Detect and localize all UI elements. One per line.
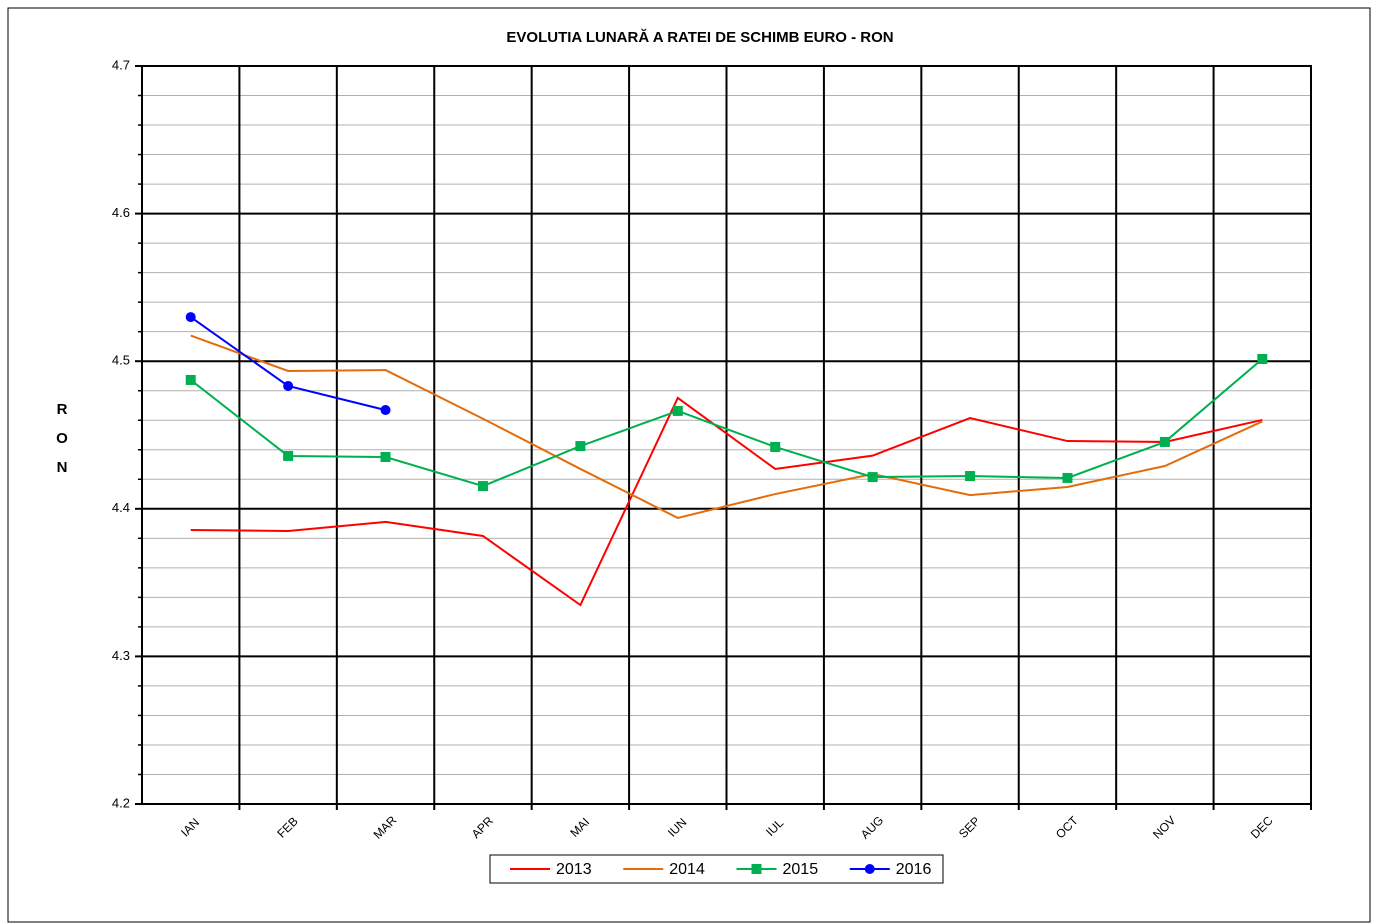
data-point <box>1062 472 1073 483</box>
data-point <box>1257 353 1268 364</box>
data-point <box>185 374 196 385</box>
chart-title: EVOLUTIA LUNARĂ A RATEI DE SCHIMB EURO -… <box>506 29 893 46</box>
y-tick-label: 4.5 <box>112 353 130 368</box>
y-tick-label: 4.7 <box>112 57 130 72</box>
legend-marker <box>864 864 875 874</box>
series-line <box>190 334 1263 520</box>
data-point <box>672 405 683 416</box>
legend-label: 2013 <box>556 861 592 878</box>
series-line <box>190 358 1263 488</box>
legend-label: 2015 <box>783 861 819 878</box>
data-point <box>380 451 391 462</box>
legend-label: 2016 <box>896 861 932 878</box>
series-line <box>190 396 1263 607</box>
data-point <box>1159 436 1170 447</box>
data-point <box>283 380 294 391</box>
y-tick-label: 4.6 <box>112 205 130 220</box>
data-point <box>477 481 488 492</box>
legend-marker <box>751 864 762 874</box>
y-tick-label: 4.2 <box>112 795 130 810</box>
y-tick-label: 4.3 <box>112 648 130 663</box>
data-point <box>283 450 294 461</box>
data-point <box>867 472 878 483</box>
data-point <box>965 471 976 482</box>
data-point <box>380 405 391 416</box>
data-point <box>575 441 586 452</box>
y-tick-label: 4.4 <box>112 500 130 515</box>
data-point <box>770 441 781 452</box>
chart-frame <box>7 7 1371 923</box>
legend-label: 2014 <box>669 861 705 878</box>
data-point <box>185 312 196 323</box>
